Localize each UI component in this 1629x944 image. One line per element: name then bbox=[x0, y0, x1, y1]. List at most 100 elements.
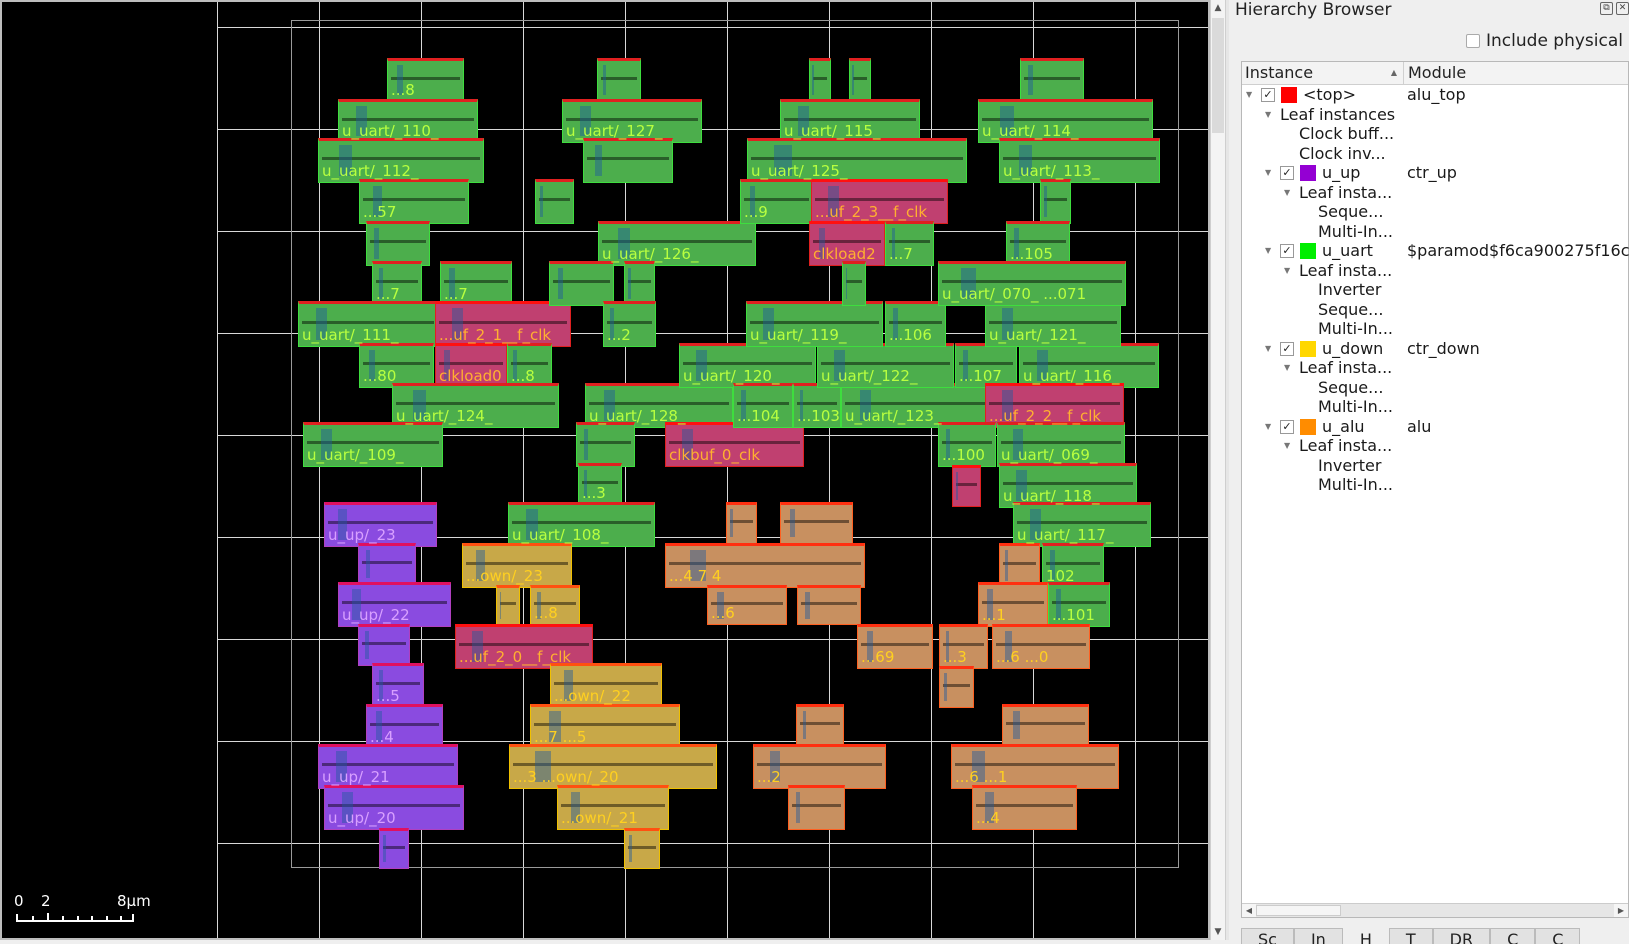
standard-cell[interactable] bbox=[817, 343, 954, 388]
standard-cell[interactable] bbox=[952, 465, 981, 507]
visibility-checkbox[interactable]: ✓ bbox=[1280, 419, 1294, 434]
standard-cell[interactable] bbox=[985, 383, 1124, 428]
standard-cell[interactable] bbox=[679, 343, 816, 388]
expand-arrow-icon[interactable]: ▼ bbox=[1265, 168, 1272, 177]
expand-arrow-icon[interactable]: ▼ bbox=[1265, 421, 1272, 431]
tree-row[interactable]: Multi-In... bbox=[1242, 475, 1628, 495]
color-swatch[interactable] bbox=[1300, 418, 1316, 435]
standard-cell[interactable] bbox=[938, 261, 1126, 306]
standard-cell[interactable] bbox=[338, 582, 451, 627]
visibility-checkbox[interactable]: ✓ bbox=[1280, 341, 1294, 356]
checkbox-icon[interactable] bbox=[1466, 34, 1481, 48]
standard-cell[interactable] bbox=[985, 301, 1121, 347]
scroll-up-icon[interactable]: ▲ bbox=[1214, 3, 1222, 13]
standard-cell[interactable] bbox=[324, 502, 437, 547]
standard-cell[interactable] bbox=[597, 58, 641, 102]
standard-cell[interactable] bbox=[379, 828, 409, 869]
standard-cell[interactable] bbox=[707, 585, 787, 625]
expand-arrow-icon[interactable]: ▼ bbox=[1265, 343, 1272, 353]
tree-row[interactable]: ▼ ✓ u_uart $paramod$f6ca900275f16c bbox=[1242, 241, 1629, 261]
standard-cell[interactable] bbox=[530, 704, 680, 749]
standard-cell[interactable] bbox=[372, 663, 424, 708]
standard-cell[interactable] bbox=[1002, 704, 1089, 746]
standard-cell[interactable] bbox=[788, 785, 845, 830]
standard-cell[interactable] bbox=[726, 502, 757, 544]
standard-cell[interactable] bbox=[318, 138, 484, 183]
standard-cell[interactable] bbox=[298, 301, 438, 347]
standard-cell[interactable] bbox=[978, 99, 1153, 143]
standard-cell[interactable] bbox=[992, 624, 1090, 669]
expand-arrow-icon[interactable]: ▼ bbox=[1265, 246, 1272, 255]
tree-row[interactable]: ▼ Leaf instances bbox=[1242, 105, 1628, 125]
color-swatch[interactable] bbox=[1300, 243, 1316, 259]
tree-row[interactable]: ▼ Leaf insta... bbox=[1242, 183, 1628, 203]
standard-cell[interactable] bbox=[358, 543, 416, 585]
dock-tab[interactable]: Sc bbox=[1241, 928, 1294, 944]
close-panel-icon[interactable]: ✕ bbox=[1616, 2, 1629, 15]
standard-cell[interactable] bbox=[318, 744, 458, 789]
expand-arrow-icon[interactable]: ▼ bbox=[1284, 187, 1291, 197]
tree-row[interactable]: Multi-In... bbox=[1242, 319, 1628, 339]
expand-arrow-icon[interactable]: ▼ bbox=[1246, 90, 1253, 99]
standard-cell[interactable] bbox=[809, 58, 831, 102]
standard-cell[interactable] bbox=[366, 704, 443, 749]
standard-cell[interactable] bbox=[1013, 502, 1151, 547]
tree-row[interactable]: Seque... bbox=[1242, 202, 1628, 222]
tree-row[interactable]: Clock inv... bbox=[1242, 144, 1628, 164]
standard-cell[interactable] bbox=[746, 301, 883, 347]
standard-cell[interactable] bbox=[624, 261, 655, 306]
tree-row[interactable]: Clock buff... bbox=[1242, 124, 1628, 144]
standard-cell[interactable] bbox=[535, 179, 574, 224]
standard-cell[interactable] bbox=[1040, 179, 1071, 224]
tree-row[interactable]: Multi-In... bbox=[1242, 397, 1628, 417]
float-panel-icon[interactable]: ⧉ bbox=[1600, 2, 1613, 15]
standard-cell[interactable] bbox=[509, 744, 717, 789]
standard-cell[interactable] bbox=[1020, 58, 1084, 102]
standard-cell[interactable] bbox=[550, 663, 662, 708]
scroll-down-icon[interactable]: ▼ bbox=[1214, 927, 1222, 937]
standard-cell[interactable] bbox=[496, 585, 520, 625]
standard-cell[interactable] bbox=[1006, 221, 1070, 266]
scroll-right-icon[interactable]: ▶ bbox=[1614, 904, 1628, 917]
column-header-instance[interactable]: Instance ▲ bbox=[1242, 62, 1404, 84]
standard-cell[interactable] bbox=[455, 624, 593, 669]
standard-cell[interactable] bbox=[440, 261, 512, 306]
tree-row[interactable]: ▼ Leaf insta... bbox=[1242, 436, 1628, 456]
standard-cell[interactable] bbox=[624, 828, 660, 869]
standard-cell[interactable] bbox=[796, 704, 844, 746]
standard-cell[interactable] bbox=[358, 624, 410, 666]
standard-cell[interactable] bbox=[366, 221, 430, 266]
tree-row[interactable]: Seque... bbox=[1242, 378, 1628, 398]
dock-tab[interactable]: C bbox=[1490, 928, 1536, 944]
standard-cell[interactable] bbox=[598, 221, 756, 266]
standard-cell[interactable] bbox=[1048, 582, 1110, 627]
standard-cell[interactable] bbox=[857, 624, 933, 669]
color-swatch[interactable] bbox=[1300, 165, 1316, 181]
tree-row[interactable]: Inverter bbox=[1242, 456, 1628, 476]
tree-row[interactable]: ▼ Leaf insta... bbox=[1242, 358, 1628, 378]
standard-cell[interactable] bbox=[740, 179, 813, 224]
standard-cell[interactable] bbox=[999, 138, 1160, 183]
standard-cell[interactable] bbox=[338, 99, 478, 143]
standard-cell[interactable] bbox=[797, 585, 861, 625]
dock-tab[interactable]: DR bbox=[1432, 928, 1491, 944]
standard-cell[interactable] bbox=[885, 221, 934, 266]
standard-cell[interactable] bbox=[809, 221, 885, 266]
standard-cell[interactable] bbox=[507, 343, 552, 388]
standard-cell[interactable] bbox=[841, 383, 989, 428]
standard-cell[interactable] bbox=[972, 785, 1077, 830]
layout-canvas[interactable]: ...8 u_uart/_110_ u_uart/_112_ ...57 ...7...… bbox=[0, 0, 1210, 940]
dock-tab[interactable]: T bbox=[1388, 928, 1433, 944]
scrollbar-thumb[interactable] bbox=[1212, 18, 1224, 133]
standard-cell[interactable] bbox=[1042, 543, 1104, 588]
standard-cell[interactable] bbox=[849, 58, 871, 102]
standard-cell[interactable] bbox=[576, 422, 635, 467]
tree-row[interactable]: ▼ ✓ u_up ctr_up bbox=[1242, 163, 1628, 183]
standard-cell[interactable] bbox=[780, 99, 920, 143]
visibility-checkbox[interactable]: ✓ bbox=[1280, 166, 1294, 180]
dock-tab[interactable]: In bbox=[1293, 928, 1343, 944]
tree-row[interactable]: ▼ ✓ u_down ctr_down bbox=[1242, 339, 1628, 359]
standard-cell[interactable] bbox=[780, 502, 853, 544]
standard-cell[interactable] bbox=[747, 138, 967, 183]
standard-cell[interactable] bbox=[392, 383, 559, 428]
